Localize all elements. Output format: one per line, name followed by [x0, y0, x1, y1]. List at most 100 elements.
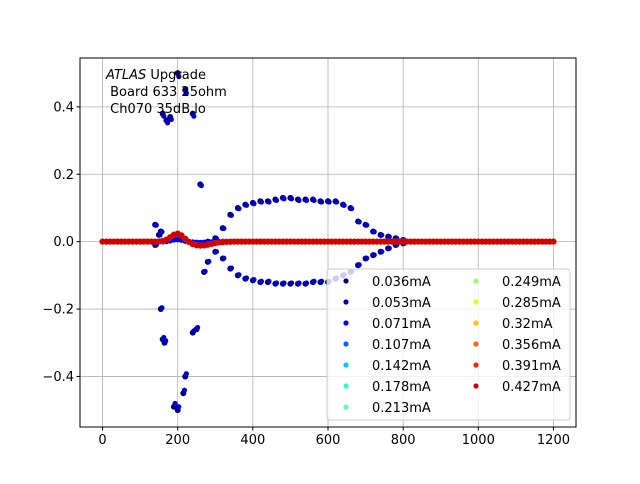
- legend-marker: [473, 278, 479, 284]
- legend-marker: [343, 341, 349, 347]
- data-point: [349, 206, 355, 212]
- legend-label: 0.107mA: [372, 338, 431, 353]
- annotation-line3: Ch070 35dB lo: [106, 102, 206, 117]
- legend-label: 0.178mA: [372, 380, 431, 395]
- data-point: [288, 280, 295, 286]
- plot-area-frame: [79, 57, 577, 428]
- legend-label: 0.32mA: [502, 317, 553, 332]
- legend-marker: [473, 383, 479, 389]
- data-point: [164, 120, 171, 126]
- data-point: [228, 265, 235, 271]
- data-point: [198, 182, 204, 189]
- data-point: [371, 252, 377, 258]
- data-point: [356, 219, 362, 225]
- x-tick-label: 800: [391, 433, 416, 448]
- data-point: [181, 387, 188, 393]
- legend-marker: [473, 362, 479, 368]
- data-point: [273, 197, 280, 203]
- data-point: [326, 199, 332, 205]
- legend-marker: [343, 362, 349, 368]
- data-point: [303, 197, 310, 203]
- data-point: [311, 278, 317, 284]
- data-point: [228, 212, 235, 218]
- x-tick-label: 1200: [537, 433, 570, 448]
- data-point: [251, 201, 257, 207]
- data-point: [341, 202, 347, 208]
- data-point: [191, 113, 197, 119]
- data-point: [236, 272, 242, 278]
- x-tick-label: 1000: [462, 433, 495, 448]
- annotation-text: ATLAS Upgrade: [105, 68, 206, 83]
- data-point: [266, 199, 272, 205]
- y-tick-label: 0.0: [53, 235, 74, 250]
- legend-label: 0.356mA: [502, 338, 561, 353]
- data-point: [243, 275, 250, 281]
- data-point: [334, 199, 340, 205]
- data-point: [266, 278, 272, 284]
- data-point: [296, 280, 302, 286]
- annotation-line1-rest: Upgrade: [146, 68, 206, 83]
- legend-marker: [473, 299, 479, 305]
- data-point: [251, 277, 257, 283]
- legend-frame: [326, 268, 571, 421]
- data-point: [159, 305, 165, 311]
- data-point: [386, 245, 392, 251]
- data-point: [311, 197, 317, 203]
- y-tick-label: 0.4: [53, 100, 74, 115]
- legend-label: 0.427mA: [502, 380, 561, 395]
- legend: 0.036mA 0.053mA 0.071mA 0.107mA 0.142mA 0.178…: [326, 268, 571, 421]
- legend-marker: [343, 299, 349, 305]
- data-point: [379, 248, 385, 255]
- data-point: [356, 262, 362, 268]
- data-point: [168, 116, 174, 123]
- legend-marker: [343, 278, 349, 284]
- data-point: [386, 234, 392, 240]
- legend-label: 0.053mA: [372, 296, 431, 311]
- data-point: [163, 338, 169, 344]
- data-point: [281, 280, 287, 286]
- x-tick-label: 600: [316, 433, 341, 448]
- data-point: [258, 199, 265, 205]
- data-point: [159, 229, 165, 235]
- data-point: [161, 113, 167, 119]
- legend-marker: [473, 341, 479, 347]
- legend-marker: [473, 320, 479, 326]
- data-point: [183, 90, 189, 96]
- legend-label: 0.036mA: [372, 275, 431, 290]
- data-point: [176, 404, 182, 410]
- legend-label: 0.249mA: [502, 275, 561, 290]
- data-point: [288, 196, 295, 202]
- data-point: [153, 222, 159, 228]
- data-point: [183, 371, 189, 377]
- data-point: [221, 255, 227, 261]
- data-point: [371, 229, 377, 235]
- data-point: [172, 400, 178, 407]
- data-point: [364, 222, 370, 228]
- annotation-line2: Board 633 25ohm: [106, 85, 227, 100]
- legend-marker: [343, 383, 349, 389]
- y-tick-label: −0.2: [42, 303, 74, 318]
- data-point: [281, 196, 287, 202]
- legend-marker: [343, 320, 349, 326]
- data-point: [213, 248, 219, 255]
- data-point: [319, 199, 325, 205]
- data-point: [202, 268, 208, 274]
- x-tick-label: 0: [98, 433, 106, 448]
- legend-label: 0.213mA: [372, 401, 431, 416]
- data-points: [99, 70, 557, 414]
- data-point: [176, 73, 182, 80]
- x-tick-label: 200: [165, 433, 190, 448]
- legend-marker: [343, 404, 349, 410]
- data-point: [206, 258, 212, 265]
- data-point: [303, 280, 310, 286]
- legend-label: 0.391mA: [502, 359, 561, 374]
- y-tick-label: −0.4: [42, 370, 74, 385]
- legend-label: 0.142mA: [372, 359, 431, 374]
- data-point: [195, 324, 201, 331]
- annotation-line1-italic: ATLAS: [105, 68, 146, 83]
- legend-label: 0.071mA: [372, 317, 431, 332]
- data-point: [319, 278, 325, 284]
- data-point: [258, 278, 265, 284]
